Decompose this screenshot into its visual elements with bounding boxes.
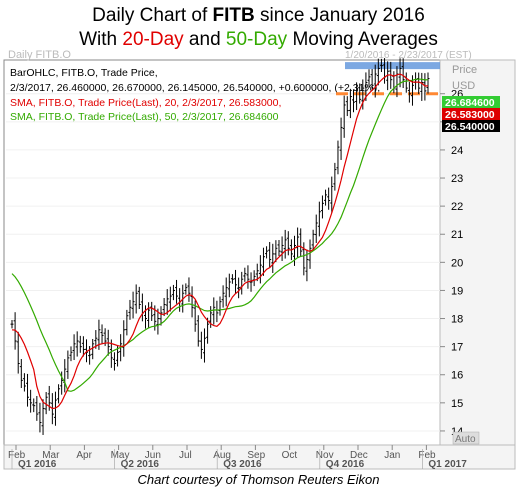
y-tick-label: 18 [451,314,463,326]
y-tick-label: 20 [451,257,463,269]
sma20-line [11,73,429,410]
gridlines [6,93,440,432]
currency-label: USD [452,80,475,92]
x-tick-label: Feb [8,450,26,461]
quarter-label: Q2 2016 [121,459,160,470]
x-tick-label: Jun [145,450,161,461]
svg-text:26.540000: 26.540000 [445,121,495,133]
y-tick-label: 16 [451,370,463,382]
plot-area [3,59,441,446]
chart-credit: Chart courtesy of Thomson Reuters Eikon [137,472,380,487]
x-tick-label: Dec [350,450,368,461]
x-tick-label: Nov [316,450,334,461]
x-tick-label: Oct [282,450,298,461]
x-tick-label: Apr [76,450,92,461]
x-tick-label: Feb [418,450,436,461]
y-tick-label: 22 [451,201,463,213]
chart-title-line1: Daily Chart of FITB since January 2016 [92,5,425,26]
x-tick-label: Jan [384,450,400,461]
price-tag-sma20: 26.583000 [442,108,500,121]
svg-text:26.583000: 26.583000 [445,109,495,121]
x-tick-label: May [111,450,130,461]
svg-text:26.684600: 26.684600 [445,97,495,109]
legend-sma50: SMA, FITB.O, Trade Price(Last), 50, 2/3/… [10,111,279,123]
price-tag-sma50: 26.684600 [442,96,500,109]
x-tick-label: Mar [42,450,60,461]
price-tag-last: 26.540000 [442,120,500,133]
x-tick-label: Aug [213,450,231,461]
auto-scale-label: Auto [455,434,476,445]
x-axis-ticks: Feb Mar Apr May Jun Jul Aug Sep Oct Nov Dec Jan FebQ… [8,445,467,470]
legend-bar-line2: 2/3/2017, 26.460000, 26.670000, 26.14500… [10,82,380,94]
quarter-label: Q1 2016 [18,459,57,470]
symbol-label: Daily FITB.O [8,49,71,61]
y-tick-label: 15 [451,398,463,410]
y-tick-label: 19 [451,285,463,297]
legend-bar-line1: BarOHLC, FITB.O, Trade Price, [10,67,158,79]
x-tick-label: Jul [179,450,192,461]
quarter-label: Q3 2016 [223,459,262,470]
price-label: Price [452,64,477,76]
time-axis-panel [3,444,516,470]
quarter-label: Q1 2017 [428,459,467,470]
y-tick-label: 17 [451,342,463,354]
auto-scale-button[interactable] [452,431,480,445]
y-tick-label: 24 [451,145,463,157]
y-tick-label: 21 [451,229,463,241]
date-range-label: 1/20/2016 - 2/23/2017 (EST) [345,50,472,61]
y-tick-label: 23 [451,173,463,185]
quarter-label: Q4 2016 [326,459,365,470]
legend-sma20: SMA, FITB.O, Trade Price(Last), 20, 2/3/… [10,97,281,109]
sma50-line [11,78,429,392]
chart-title-line2: With 20-Day and 50-Day Moving Averages [79,29,438,50]
x-tick-label: Sep [247,450,265,461]
